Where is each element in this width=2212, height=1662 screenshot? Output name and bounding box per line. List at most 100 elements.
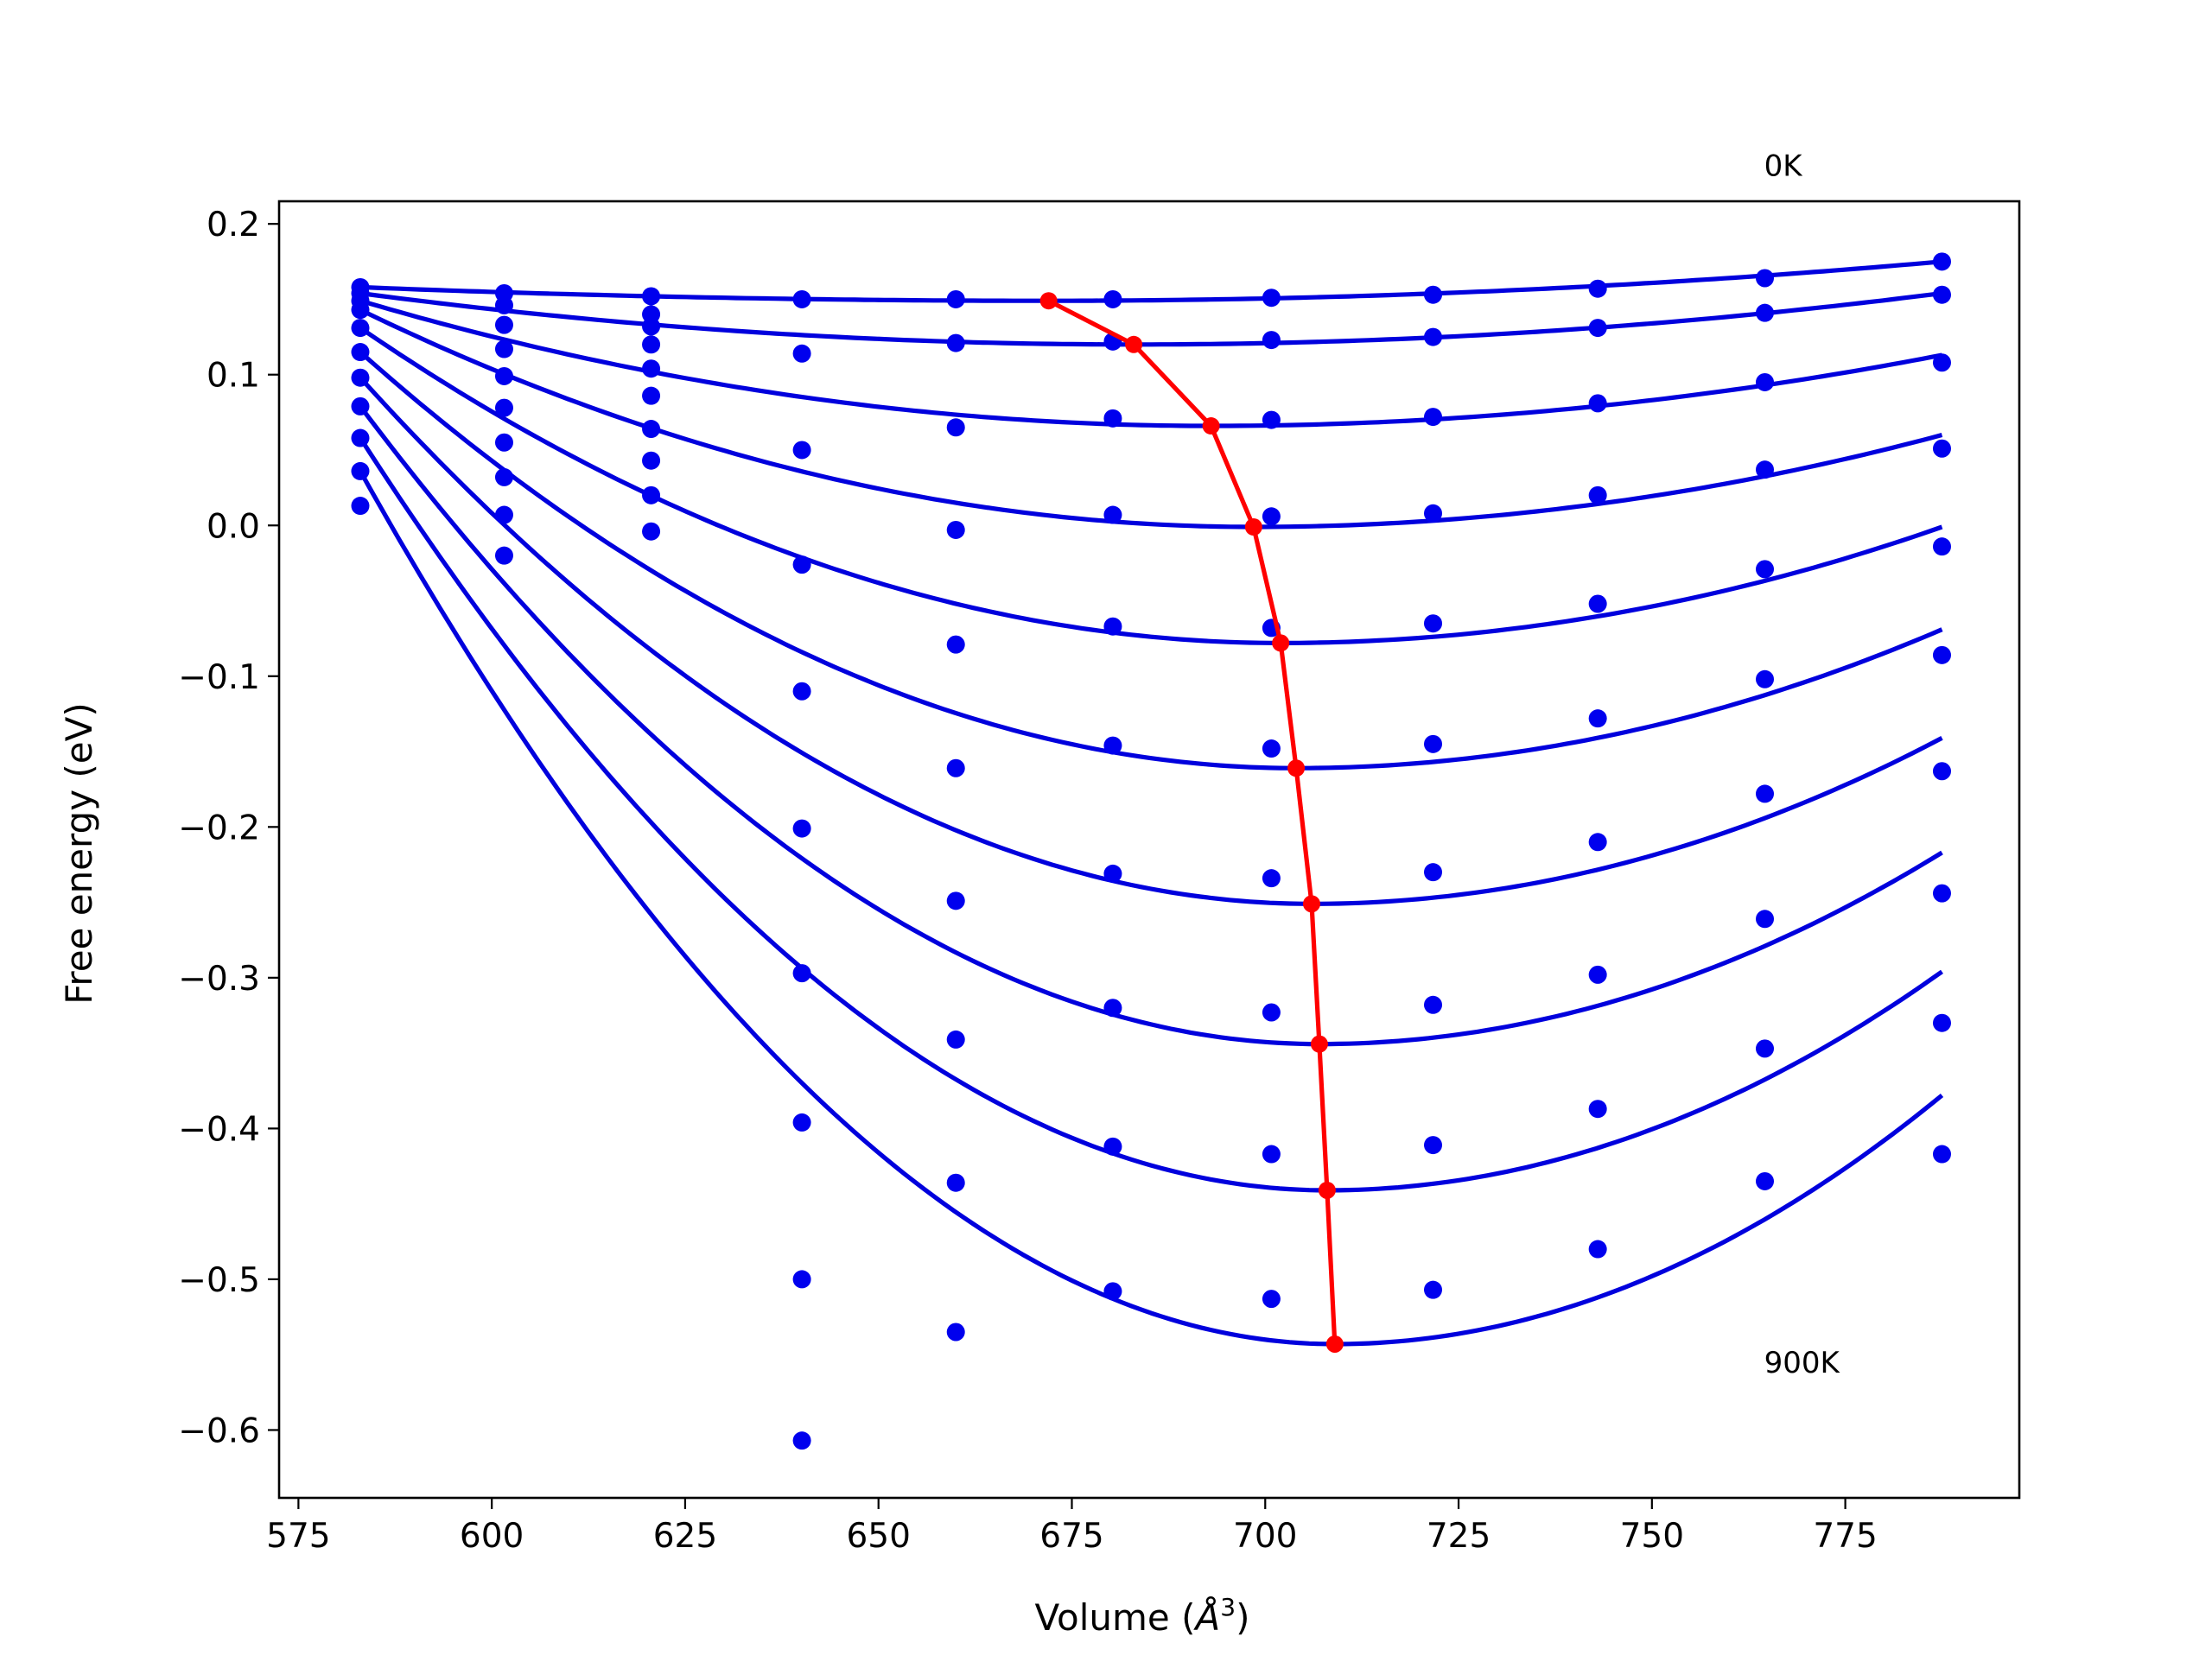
data-point: [494, 366, 513, 385]
x-tick-label: 725: [1427, 1517, 1491, 1556]
minimum-point: [1318, 1181, 1336, 1199]
y-tick-label: −0.2: [178, 809, 260, 847]
y-axis-label: Free energy (eV): [58, 702, 100, 1005]
data-point: [1424, 863, 1443, 882]
y-tick-label: −0.5: [178, 1261, 260, 1300]
plot-frame: [277, 200, 2021, 1500]
annotations: 0K 900K: [1764, 149, 1841, 1380]
data-point: [642, 359, 661, 378]
data-point: [1932, 645, 1951, 664]
minimum-point: [1244, 517, 1262, 536]
data-point: [946, 520, 965, 539]
y-tick-label: 0.1: [207, 357, 260, 396]
data-point: [1756, 372, 1775, 391]
x-tick-label: 750: [1620, 1517, 1684, 1556]
data-point: [351, 497, 370, 516]
fit-curve: [359, 350, 1943, 771]
data-point: [1932, 762, 1951, 781]
minimum-path-layer: [1039, 292, 1344, 1353]
data-point: [792, 289, 811, 308]
data-point: [1262, 1290, 1281, 1309]
data-point: [1262, 739, 1281, 758]
data-point: [1756, 1039, 1775, 1058]
x-tick-label: 650: [846, 1517, 910, 1556]
fit-curve: [358, 470, 1944, 1347]
data-point: [1424, 995, 1443, 1014]
data-point: [1932, 353, 1951, 372]
x-axis-label-exponent: 3: [1220, 1593, 1236, 1621]
data-point: [494, 295, 513, 314]
data-point: [792, 964, 811, 983]
fit-curve: [358, 436, 1943, 1193]
x-tick-label: 675: [1039, 1517, 1103, 1556]
minimum-point: [1039, 292, 1058, 310]
data-point: [946, 635, 965, 654]
data-point: [1103, 1282, 1122, 1301]
data-point: [792, 819, 811, 838]
fit-curves-layer: [358, 259, 1944, 1347]
x-tick-label: 575: [266, 1517, 330, 1556]
minimum-point: [1310, 1035, 1328, 1053]
data-point: [1588, 1100, 1607, 1119]
data-point: [1424, 504, 1443, 523]
data-point: [1262, 869, 1281, 888]
data-point: [1262, 507, 1281, 526]
data-point: [1756, 669, 1775, 688]
minimum-point: [1325, 1335, 1344, 1353]
x-tick-label: 600: [460, 1517, 524, 1556]
data-point: [1103, 1137, 1122, 1156]
data-point: [946, 289, 965, 308]
data-point: [946, 758, 965, 777]
y-axis-ticks: 0.2 0.1 0.0 −0.1 −0.2 −0.3 −0.4 −0.5 −0.6: [178, 206, 279, 1450]
data-point: [351, 301, 370, 320]
minimum-point: [1302, 895, 1320, 913]
data-point: [946, 1323, 965, 1342]
x-axis-label-symbol: Å: [1193, 1595, 1221, 1639]
data-point: [1424, 1280, 1443, 1299]
data-point: [1588, 965, 1607, 984]
data-point: [642, 317, 661, 336]
data-point: [642, 420, 661, 439]
data-point: [1756, 560, 1775, 579]
minimum-point: [1287, 759, 1306, 777]
data-point: [1932, 1013, 1951, 1032]
data-point: [1262, 410, 1281, 429]
data-point: [1588, 833, 1607, 852]
data-point: [1932, 884, 1951, 903]
data-point: [1262, 1003, 1281, 1022]
fit-curve: [359, 376, 1943, 906]
data-point: [1103, 999, 1122, 1018]
data-point: [494, 546, 513, 565]
data-point: [1588, 319, 1607, 338]
data-point: [351, 461, 370, 480]
fit-curve: [359, 308, 1943, 530]
data-point: [1756, 784, 1775, 803]
data-point: [946, 891, 965, 910]
minimum-path-line: [1047, 298, 1338, 1345]
y-tick-label: −0.4: [178, 1110, 260, 1149]
x-tick-label: 775: [1813, 1517, 1877, 1556]
data-point: [1103, 617, 1122, 636]
data-point: [1932, 439, 1951, 458]
x-axis-ticks: 575 600 625 650 675 700 725 750 775: [266, 1498, 1878, 1556]
data-point: [642, 451, 661, 470]
data-point: [946, 1030, 965, 1049]
y-tick-label: 0.2: [207, 206, 260, 244]
data-point: [494, 467, 513, 486]
data-point: [494, 433, 513, 452]
temperature-annotation: 900K: [1764, 1346, 1841, 1380]
data-point: [351, 319, 370, 338]
y-tick-label: −0.6: [178, 1411, 260, 1450]
data-point: [792, 1431, 811, 1450]
fit-curve: [359, 290, 1942, 347]
data-point: [1932, 252, 1951, 271]
data-point: [1262, 289, 1281, 308]
minimum-point: [1125, 335, 1143, 353]
data-point: [792, 344, 811, 363]
data-point: [1932, 1145, 1951, 1164]
temperature-annotation: 0K: [1764, 149, 1804, 183]
data-point: [1103, 864, 1122, 883]
data-point: [1424, 614, 1443, 633]
